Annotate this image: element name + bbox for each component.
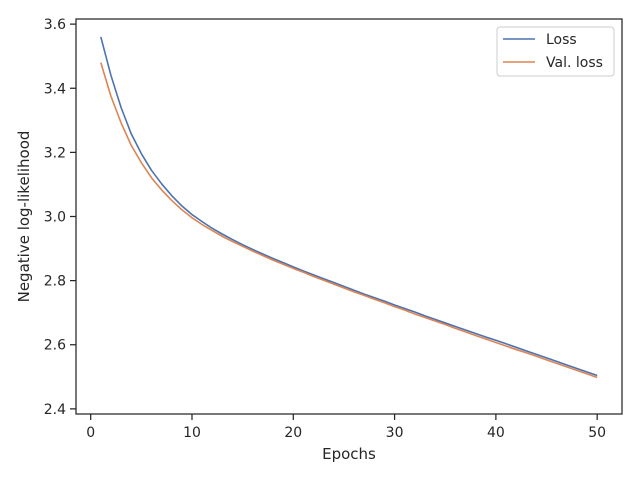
y-tick-label: 2.4	[44, 402, 66, 418]
x-tick-label: 40	[487, 425, 505, 441]
y-tick-label: 3.2	[44, 145, 66, 161]
y-tick-label: 3.0	[44, 210, 66, 226]
series-line-val-loss	[100, 62, 598, 379]
x-tick-label: 0	[86, 425, 95, 441]
x-axis-label: Epochs	[322, 445, 376, 463]
x-tick-label: 10	[183, 425, 201, 441]
series-line-loss	[100, 36, 598, 377]
x-tick-label: 50	[588, 425, 606, 441]
ticks-group: 0 10 20 30 40 50 2.4 2.6 2.8 3.0 3.2 3.4 3.6	[44, 17, 606, 441]
x-tick-label: 30	[386, 425, 404, 441]
x-tick-label: 20	[284, 425, 302, 441]
series-group	[100, 36, 598, 379]
y-tick-label: 2.6	[44, 338, 66, 354]
legend-label-val-loss: Val. loss	[546, 55, 603, 71]
y-tick-label: 2.8	[44, 274, 66, 290]
y-tick-label: 3.6	[44, 17, 66, 33]
y-axis-label: Negative log-likelihood	[15, 131, 33, 303]
plot-frame	[75, 18, 623, 415]
y-tick-label: 3.4	[44, 81, 66, 97]
legend-label-loss: Loss	[546, 32, 577, 48]
legend: Loss Val. loss	[496, 26, 615, 77]
